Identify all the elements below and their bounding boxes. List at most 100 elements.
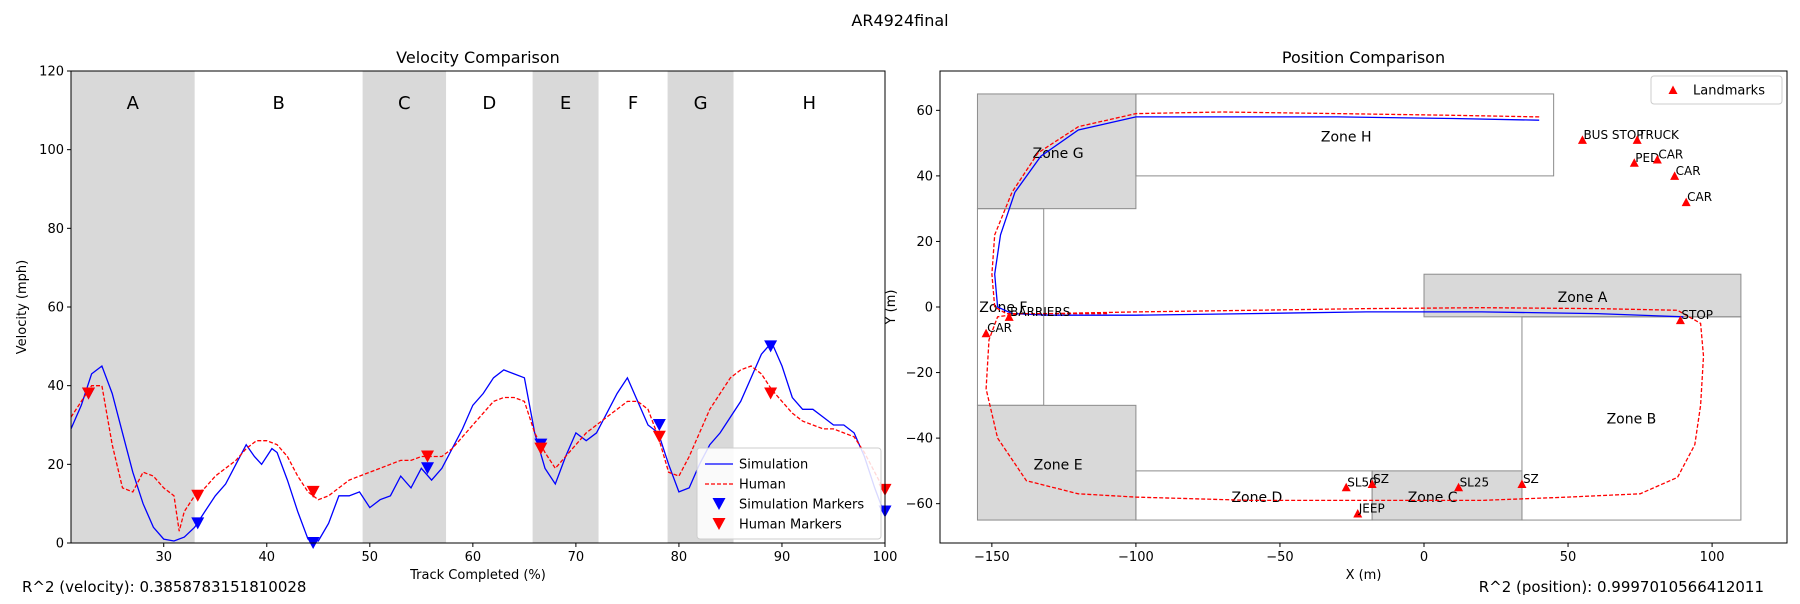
y-tick-label: 100: [39, 143, 64, 158]
landmark-marker: [1632, 135, 1642, 144]
landmark-marker: [1577, 135, 1587, 144]
legend-label: Simulation: [739, 458, 808, 473]
x-tick-label: 60: [465, 550, 482, 565]
landmark-marker: [1353, 509, 1363, 518]
zone-label: Zone E: [1034, 457, 1083, 473]
zone-label: Zone F: [979, 300, 1027, 316]
y-tick-label: −60: [906, 497, 933, 512]
landmark-marker: [1367, 479, 1377, 488]
landmark-label: CAR: [1687, 190, 1712, 204]
x-tick-label: −150: [974, 550, 1010, 565]
landmark-marker: [1341, 482, 1351, 492]
landmark-marker: [1004, 312, 1014, 321]
x-tick-label: 100: [873, 550, 898, 565]
zone-rect: [976, 93, 1137, 210]
y-axis-label: Velocity (mph): [15, 260, 30, 354]
zone-band: [532, 71, 599, 543]
x-tick-label: 70: [568, 550, 585, 565]
landmark-marker: [1629, 158, 1639, 167]
landmark-label: BARRIERS: [1010, 305, 1070, 319]
zone-band: [71, 71, 195, 543]
y-tick-label: 20: [916, 235, 933, 250]
legend-swatch: [712, 498, 726, 510]
y-tick-label: 60: [916, 104, 933, 119]
marker-human: [82, 387, 96, 400]
landmark-marker: [981, 328, 991, 338]
landmark-marker: [1681, 197, 1691, 207]
landmark-label: JEEP: [1358, 502, 1385, 516]
legend-label: Simulation Markers: [739, 498, 864, 513]
zone-rect: [1371, 470, 1523, 521]
y-tick-label: 0: [925, 301, 933, 316]
landmark-label: SZ: [1373, 472, 1389, 486]
y-tick-label: 0: [56, 537, 64, 552]
zone-label: Zone A: [1558, 290, 1608, 306]
r2-position-readout: R^2 (position): 0.9997010566412011: [1478, 578, 1764, 596]
zone-label: Zone D: [1231, 490, 1282, 506]
legend-swatch: [1668, 85, 1678, 94]
x-tick-label: 90: [774, 550, 791, 565]
landmark-label: CAR: [987, 321, 1012, 335]
zone-rect: [1135, 93, 1555, 177]
r2-velocity-readout: R^2 (velocity): 0.3858783151810028: [22, 578, 307, 596]
y-tick-label: −40: [906, 432, 933, 447]
position-legend: Landmarks: [1650, 75, 1783, 105]
chart-title: Velocity Comparison: [396, 48, 560, 67]
x-tick-label: 100: [1700, 550, 1725, 565]
zone-label: F: [628, 93, 638, 114]
landmark-label: CAR: [1658, 148, 1683, 162]
landmark-marker: [1517, 479, 1527, 488]
x-tick-label: 40: [258, 550, 275, 565]
landmark-label: SZ: [1523, 472, 1539, 486]
landmark-marker: [1670, 171, 1680, 180]
marker-human: [652, 430, 666, 443]
landmark-label: PED: [1635, 151, 1659, 165]
figure-suptitle: AR4924final: [851, 11, 948, 30]
landmark-label: CAR: [1676, 164, 1701, 178]
x-tick-label: 0: [1420, 550, 1428, 565]
x-tick-label: −50: [1266, 550, 1293, 565]
chart-title: Position Comparison: [1282, 48, 1445, 67]
zone-label: H: [802, 93, 816, 114]
legend-swatch: [712, 518, 726, 530]
y-tick-label: 20: [47, 458, 64, 473]
y-tick-label: 40: [916, 169, 933, 184]
zone-label: G: [694, 93, 708, 114]
y-tick-label: −20: [906, 366, 933, 381]
marker-human: [191, 489, 205, 502]
legend-label: Human Markers: [739, 518, 842, 533]
x-tick-label: 80: [671, 550, 688, 565]
legend-label: Landmarks: [1693, 84, 1765, 99]
landmark-marker: [1675, 315, 1685, 325]
zone-label: Zone H: [1321, 130, 1372, 146]
marker-human: [764, 387, 778, 400]
marker-simulation: [421, 462, 435, 475]
landmark-marker: [1652, 155, 1662, 164]
zone-rect: [976, 404, 1137, 521]
y-axis-label: Y (m): [884, 290, 899, 326]
landmark-marker: [1454, 482, 1464, 492]
x-tick-label: 50: [1560, 550, 1577, 565]
marker-human: [306, 485, 320, 498]
zone-rect: [1521, 316, 1742, 521]
x-tick-label: 50: [362, 550, 379, 565]
zone-label: E: [560, 93, 571, 114]
zone-band: [362, 71, 447, 543]
x-tick-label: −100: [1118, 550, 1154, 565]
velocity-legend: Simulation Human Simulation Markers Human M…: [696, 447, 882, 540]
velocity-chart: A B C D E F G H Velocity Comparison 30 40 50 60 70 80 9…: [15, 48, 897, 583]
landmark-label: TRUCK: [1637, 128, 1680, 142]
series-line-simulation: [71, 341, 885, 542]
marker-simulation: [652, 419, 666, 431]
series-line-simulation: [994, 116, 1684, 318]
marker-simulation: [191, 517, 205, 530]
y-tick-label: 40: [47, 379, 64, 394]
zone-label: B: [272, 93, 284, 114]
landmark-label: STOP: [1681, 308, 1713, 322]
x-axis-label: Track Completed (%): [409, 568, 546, 583]
x-axis-label: X (m): [1346, 568, 1382, 583]
zone-label: A: [127, 93, 140, 114]
legend-label: Human: [739, 478, 786, 493]
marker-human: [534, 442, 548, 455]
